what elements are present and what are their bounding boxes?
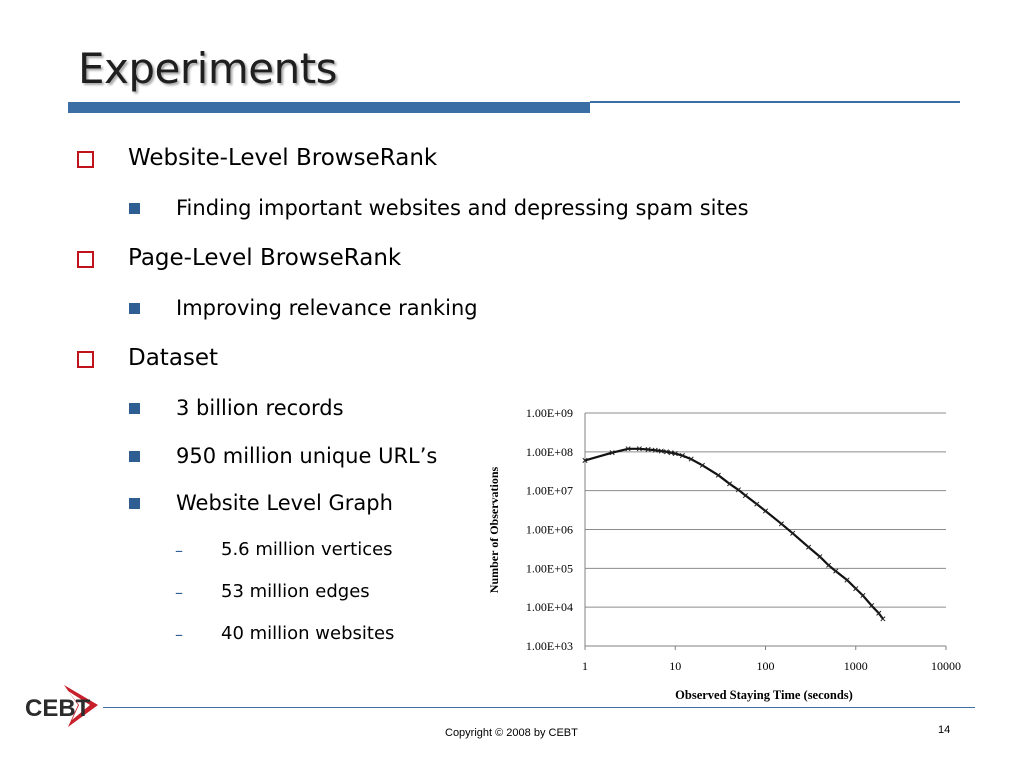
- data-point: [853, 586, 859, 592]
- data-point: [727, 481, 733, 487]
- data-point: [790, 530, 796, 536]
- y-tick-label: 1.00E+06: [526, 523, 573, 537]
- data-points: [582, 446, 886, 622]
- bullet-square-filled: [129, 303, 140, 314]
- data-point: [663, 449, 670, 455]
- bullet-square-filled: [129, 203, 140, 214]
- data-point: [844, 577, 850, 583]
- page-number: 14: [938, 724, 951, 736]
- bullet-text-level3: 40 million websites: [221, 623, 395, 644]
- bullet-dash: –: [175, 541, 183, 560]
- bullet-square-outline: [77, 251, 94, 268]
- data-point: [668, 450, 674, 456]
- series-trace: [584, 447, 884, 620]
- x-tick-label: 1000: [844, 659, 868, 673]
- data-point: [609, 450, 615, 456]
- chart-gridlines: [585, 412, 946, 647]
- x-tick-labels: 1 10 100 1000 10000: [582, 646, 961, 673]
- data-point: [876, 610, 882, 616]
- x-tick-label: 10000: [931, 659, 961, 673]
- data-point: [636, 446, 642, 452]
- x-axis-label: Observed Staying Time (seconds): [675, 688, 853, 702]
- bullet-square-filled: [129, 498, 140, 509]
- bullet-square-outline: [77, 351, 94, 368]
- bullet-text-level3: 53 million edges: [221, 581, 370, 602]
- data-point: [645, 446, 651, 453]
- data-point: [679, 453, 685, 459]
- data-point: [582, 457, 588, 464]
- bullet-dash: –: [175, 583, 183, 602]
- data-point: [699, 462, 705, 468]
- title-underline-thin: [590, 101, 960, 103]
- data-point: [817, 554, 823, 560]
- staying-time-chart: 1.00E+03 1.00E+04 1.00E+05 1.00E+06 1.00E+07…: [487, 406, 961, 702]
- x-tick-label: 1: [582, 659, 588, 673]
- y-tick-label: 1.00E+07: [526, 484, 573, 498]
- data-point: [658, 448, 664, 454]
- cebt-logo: CEBT: [22, 683, 102, 733]
- data-point: [778, 521, 784, 527]
- x-tick-label: 10: [669, 659, 681, 673]
- data-point: [880, 616, 886, 622]
- data-point: [869, 603, 875, 609]
- data-point: [735, 487, 741, 493]
- data-point: [826, 562, 832, 568]
- y-tick-label: 1.00E+05: [526, 561, 573, 575]
- data-point: [833, 568, 839, 574]
- bullet-text-level1: Website-Level BrowseRank: [128, 145, 438, 171]
- bullet-text-level2: 950 million unique URL’s: [176, 444, 438, 468]
- y-tick-label: 1.00E+08: [526, 445, 573, 459]
- title-underline-thick: [68, 102, 590, 113]
- data-point: [672, 451, 678, 457]
- data-point: [715, 472, 721, 478]
- bullet-square-outline: [77, 151, 94, 168]
- data-point: [742, 492, 749, 499]
- bullet-text-level1: Page-Level BrowseRank: [128, 245, 402, 271]
- bullet-text-level2: Website Level Graph: [176, 491, 393, 515]
- slide-title: Experiments: [78, 44, 338, 93]
- x-tick-label: 100: [757, 659, 775, 673]
- bullet-text-level2: 3 billion records: [176, 396, 344, 420]
- data-point: [625, 446, 631, 452]
- y-axis-label: Number of Observations: [487, 466, 501, 593]
- data-point: [860, 592, 866, 599]
- copyright-text: Copyright © 2008 by CEBT: [445, 727, 578, 739]
- bullet-text-level3: 5.6 million vertices: [221, 539, 393, 560]
- bullet-dash: –: [175, 625, 183, 644]
- bullet-text-level2: Improving relevance ranking: [176, 296, 478, 320]
- data-point: [652, 447, 658, 453]
- bullet-square-filled: [129, 451, 140, 462]
- data-point: [806, 544, 812, 550]
- logo-text: CEBT: [25, 695, 91, 722]
- data-point: [762, 508, 769, 514]
- footer-divider: [103, 707, 975, 708]
- y-tick-label: 1.00E+03: [526, 639, 573, 653]
- y-tick-label: 1.00E+09: [526, 406, 573, 420]
- bullet-square-filled: [129, 403, 140, 414]
- y-tick-label: 1.00E+04: [526, 600, 573, 614]
- y-tick-labels: 1.00E+03 1.00E+04 1.00E+05 1.00E+06 1.00E+07…: [526, 406, 573, 653]
- data-point: [688, 456, 694, 462]
- data-point: [754, 501, 760, 507]
- bullet-text-level1: Dataset: [128, 345, 219, 371]
- bullet-text-level2: Finding important websites and depressin…: [176, 196, 749, 220]
